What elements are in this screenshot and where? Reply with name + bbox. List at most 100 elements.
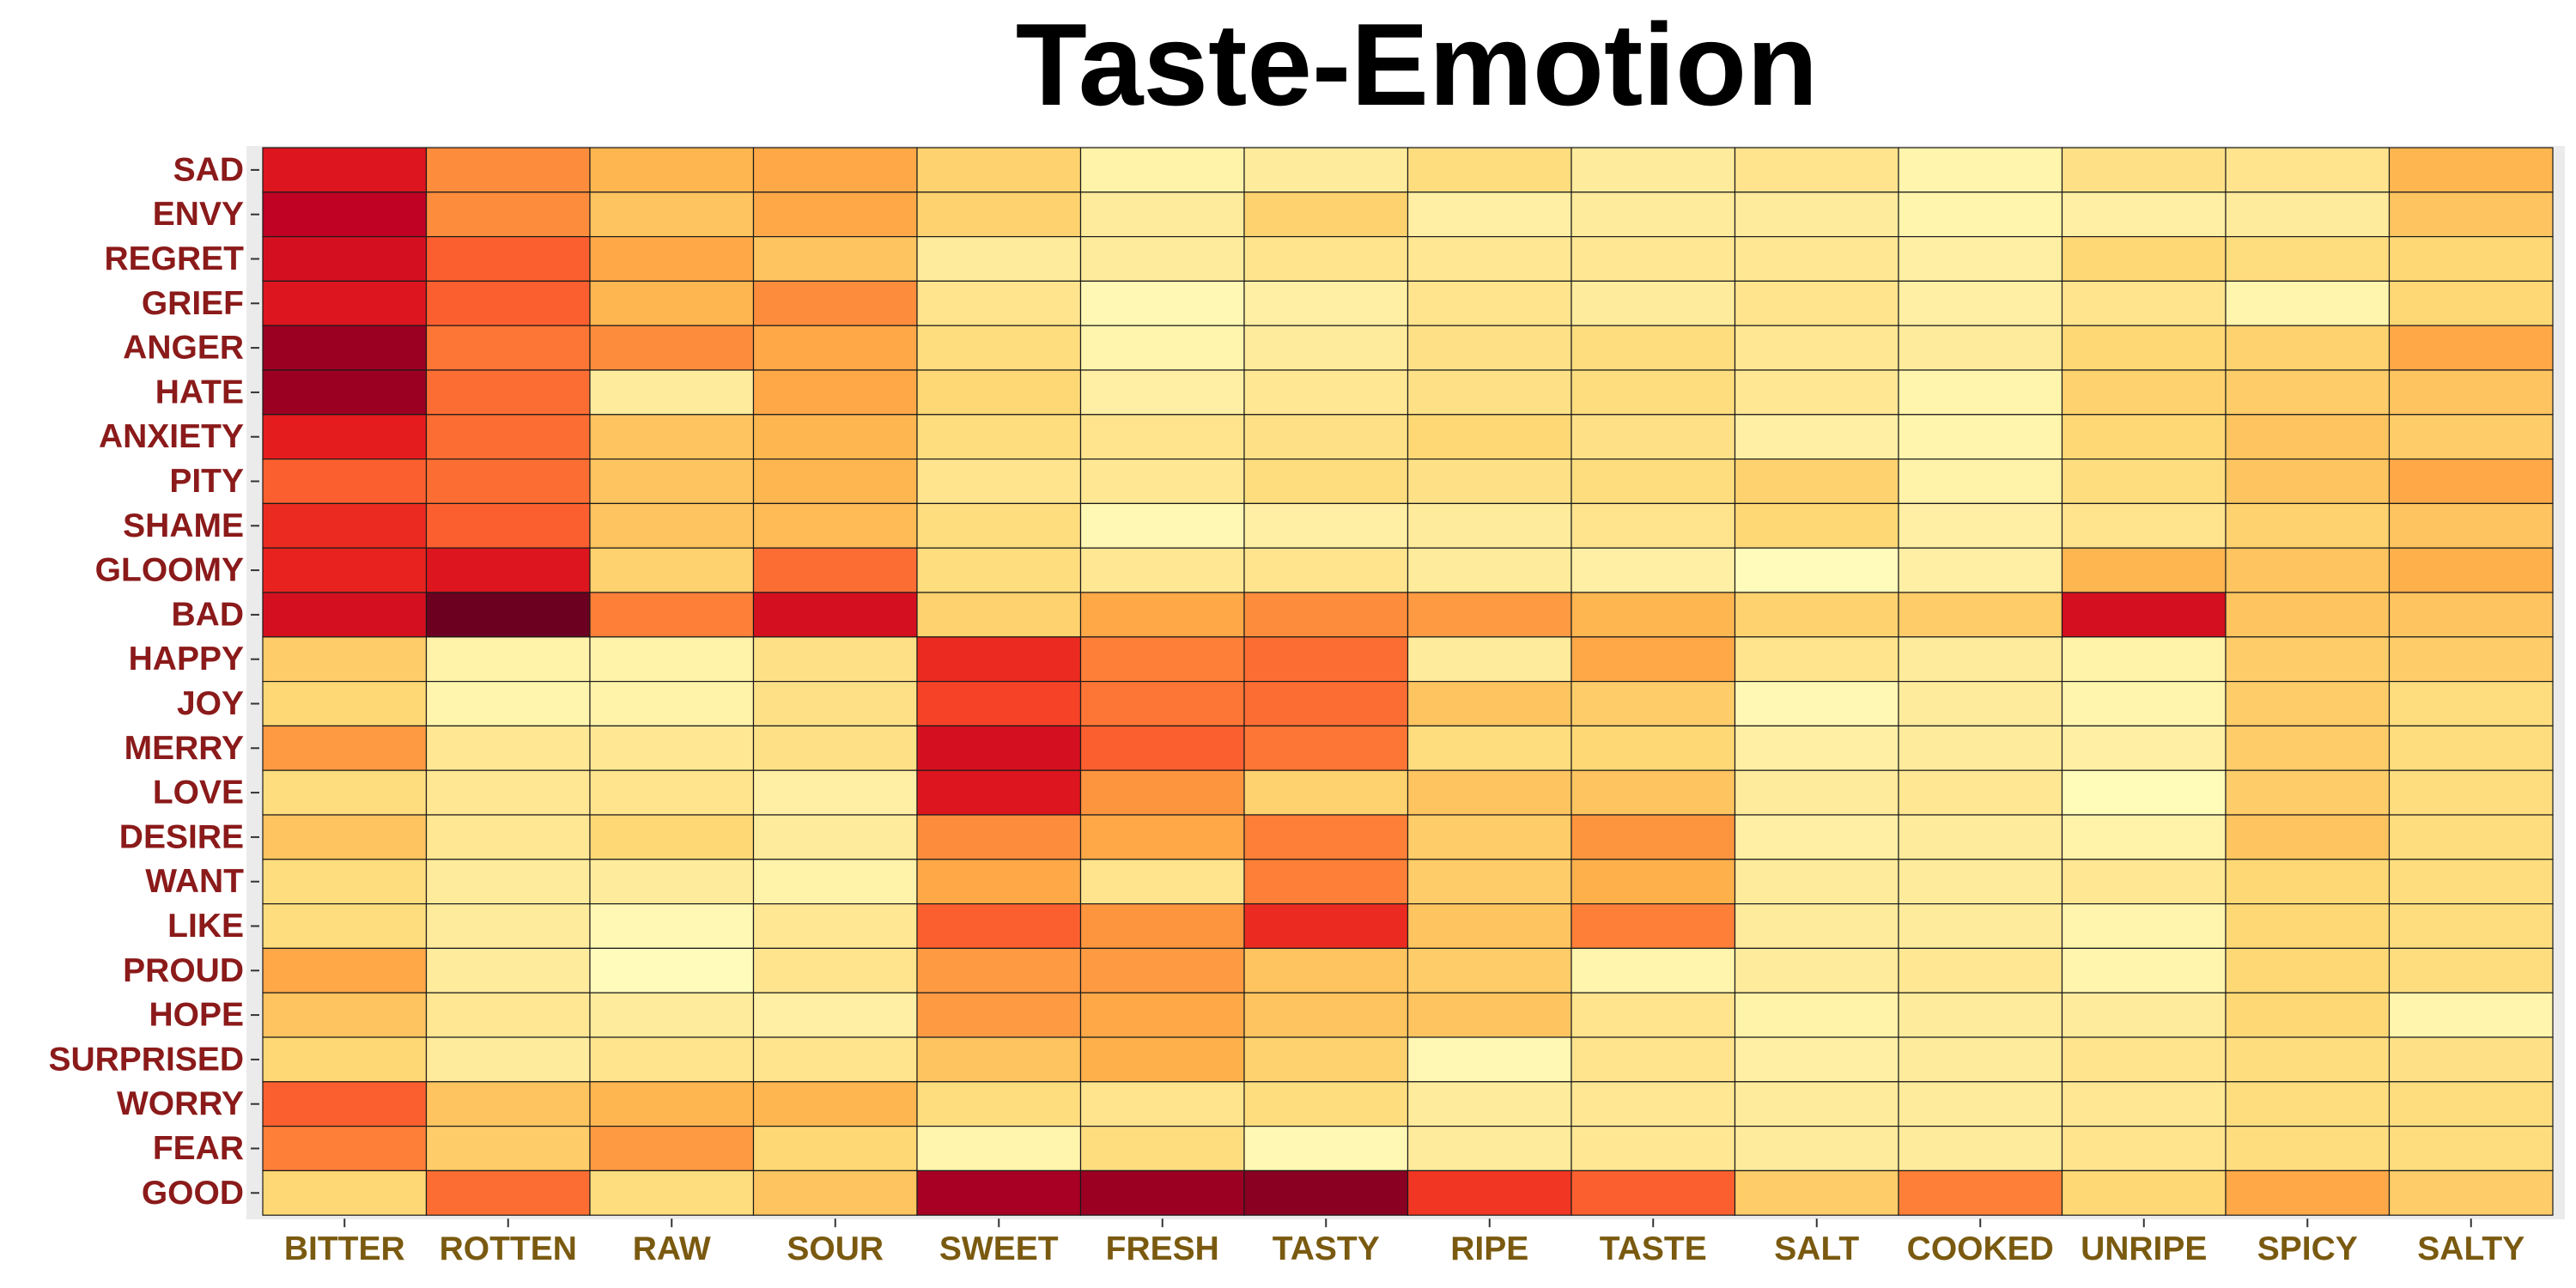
heatmap-cell-good-rotten: [425, 1170, 591, 1216]
y-tick-label-desire: DESIRE: [119, 818, 244, 855]
heatmap-cell-hate-sour: [752, 369, 918, 416]
heatmap-cell-want-tasty: [1243, 859, 1409, 905]
heatmap-cell-want-unripe: [2061, 859, 2227, 905]
heatmap-cell-fear-sweet: [916, 1125, 1082, 1171]
heatmap-cell-desire-tasty: [1243, 814, 1409, 860]
heatmap-cell-love-salty: [2388, 769, 2554, 816]
heatmap-cell-bad-sour: [752, 592, 918, 638]
heatmap-cell-merry-rotten: [425, 725, 591, 771]
heatmap-cell-envy-rotten: [425, 191, 591, 238]
heatmap-cell-love-ripe: [1406, 769, 1572, 816]
heatmap-cell-hate-rotten: [425, 369, 591, 416]
heatmap-cell-proud-bitter: [262, 947, 428, 993]
heatmap-cell-joy-sour: [752, 680, 918, 726]
heatmap-cell-hope-ripe: [1406, 992, 1572, 1038]
heatmap-cell-bad-spicy: [2225, 592, 2391, 638]
heatmap-cell-proud-ripe: [1406, 947, 1572, 993]
heatmap-cell-bad-tasty: [1243, 592, 1409, 638]
heatmap-cell-hate-spicy: [2225, 369, 2391, 416]
heatmap-cell-anger-sweet: [916, 325, 1082, 371]
heatmap-cell-happy-taste: [1571, 636, 1736, 683]
heatmap-cell-good-tasty: [1243, 1170, 1409, 1216]
heatmap-cell-hope-cooked: [1898, 992, 2063, 1038]
heatmap-cell-bad-sweet: [916, 592, 1082, 638]
heatmap-cell-gloomy-tasty: [1243, 547, 1409, 593]
heatmap-cell-sad-spicy: [2225, 147, 2391, 193]
heatmap-cells: [262, 147, 2554, 1216]
heatmap-cell-hate-sweet: [916, 369, 1082, 416]
heatmap-cell-surprised-sweet: [916, 1036, 1082, 1083]
heatmap-cell-joy-fresh: [1079, 680, 1245, 726]
heatmap-cell-like-sweet: [916, 902, 1082, 949]
heatmap-cell-anxiety-unripe: [2061, 414, 2227, 460]
heatmap-cell-gloomy-sweet: [916, 547, 1082, 593]
heatmap-cell-anxiety-fresh: [1079, 414, 1245, 460]
heatmap-cell-worry-fresh: [1079, 1081, 1245, 1127]
heatmap-cell-joy-salt: [1734, 680, 1899, 726]
heatmap-cell-desire-unripe: [2061, 814, 2227, 860]
heatmap-cell-anxiety-sweet: [916, 414, 1082, 460]
y-tick-label-regret: REGRET: [104, 240, 244, 277]
heatmap-cell-hate-cooked: [1898, 369, 2063, 416]
heatmap-cell-anxiety-salty: [2388, 414, 2554, 460]
heatmap-cell-pity-ripe: [1406, 458, 1572, 504]
heatmap-cell-happy-spicy: [2225, 636, 2391, 683]
heatmap-cell-want-bitter: [262, 859, 428, 905]
x-axis: BITTER ROTTEN RAW SOUR SWEET FRESH TASTY RIPE TA…: [284, 1218, 2524, 1267]
heatmap-cell-surprised-sour: [752, 1036, 918, 1083]
heatmap-cell-gloomy-salt: [1734, 547, 1899, 593]
heatmap-cell-want-spicy: [2225, 859, 2391, 905]
heatmap-cell-proud-taste: [1571, 947, 1736, 993]
heatmap-cell-regret-fresh: [1079, 236, 1245, 283]
heatmap-cell-shame-unripe: [2061, 502, 2227, 549]
heatmap-cell-like-cooked: [1898, 902, 2063, 949]
heatmap-cell-regret-unripe: [2061, 236, 2227, 283]
heatmap-cell-regret-salty: [2388, 236, 2554, 283]
heatmap-cell-desire-rotten: [425, 814, 591, 860]
heatmap-cell-merry-spicy: [2225, 725, 2391, 771]
heatmap-cell-worry-tasty: [1243, 1081, 1409, 1127]
heatmap-cell-surprised-raw: [589, 1036, 755, 1083]
heatmap-cell-sad-tasty: [1243, 147, 1409, 193]
heatmap-cell-shame-bitter: [262, 502, 428, 549]
heatmap-cell-sad-rotten: [425, 147, 591, 193]
heatmap-cell-want-rotten: [425, 859, 591, 905]
heatmap-cell-pity-sour: [752, 458, 918, 504]
heatmap-cell-worry-sour: [752, 1081, 918, 1127]
heatmap-cell-desire-sour: [752, 814, 918, 860]
heatmap-cell-regret-sour: [752, 236, 918, 283]
heatmap-cell-joy-raw: [589, 680, 755, 726]
heatmap-cell-worry-bitter: [262, 1081, 428, 1127]
heatmap-cell-pity-bitter: [262, 458, 428, 504]
x-tick-label-sour: SOUR: [787, 1230, 884, 1267]
heatmap-cell-happy-tasty: [1243, 636, 1409, 683]
chart-title: Taste-Emotion: [1015, 0, 1819, 130]
heatmap-cell-hope-raw: [589, 992, 755, 1038]
heatmap-cell-hate-raw: [589, 369, 755, 416]
heatmap-cell-like-bitter: [262, 902, 428, 949]
heatmap-cell-good-unripe: [2061, 1170, 2227, 1216]
heatmap-cell-happy-unripe: [2061, 636, 2227, 683]
heatmap-cell-shame-taste: [1571, 502, 1736, 549]
heatmap-cell-sad-ripe: [1406, 147, 1572, 193]
heatmap-cell-love-salt: [1734, 769, 1899, 816]
heatmap-cell-grief-ripe: [1406, 280, 1572, 326]
heatmap-cell-joy-bitter: [262, 680, 428, 726]
y-tick-label-merry: MERRY: [125, 730, 244, 767]
heatmap-cell-good-spicy: [2225, 1170, 2391, 1216]
heatmap-cell-envy-salty: [2388, 191, 2554, 238]
heatmap-cell-anxiety-salt: [1734, 414, 1899, 460]
heatmap-cell-good-taste: [1571, 1170, 1736, 1216]
heatmap-cell-desire-bitter: [262, 814, 428, 860]
heatmap-cell-hate-bitter: [262, 369, 428, 416]
heatmap-cell-anger-rotten: [425, 325, 591, 371]
y-tick-label-joy: JOY: [177, 685, 244, 722]
heatmap-cell-shame-ripe: [1406, 502, 1572, 549]
heatmap-cell-hate-fresh: [1079, 369, 1245, 416]
heatmap-cell-hate-salt: [1734, 369, 1899, 416]
heatmap-cell-want-ripe: [1406, 859, 1572, 905]
heatmap-cell-love-bitter: [262, 769, 428, 816]
heatmap-cell-surprised-salt: [1734, 1036, 1899, 1083]
heatmap-cell-anger-sour: [752, 325, 918, 371]
heatmap-cell-joy-ripe: [1406, 680, 1572, 726]
